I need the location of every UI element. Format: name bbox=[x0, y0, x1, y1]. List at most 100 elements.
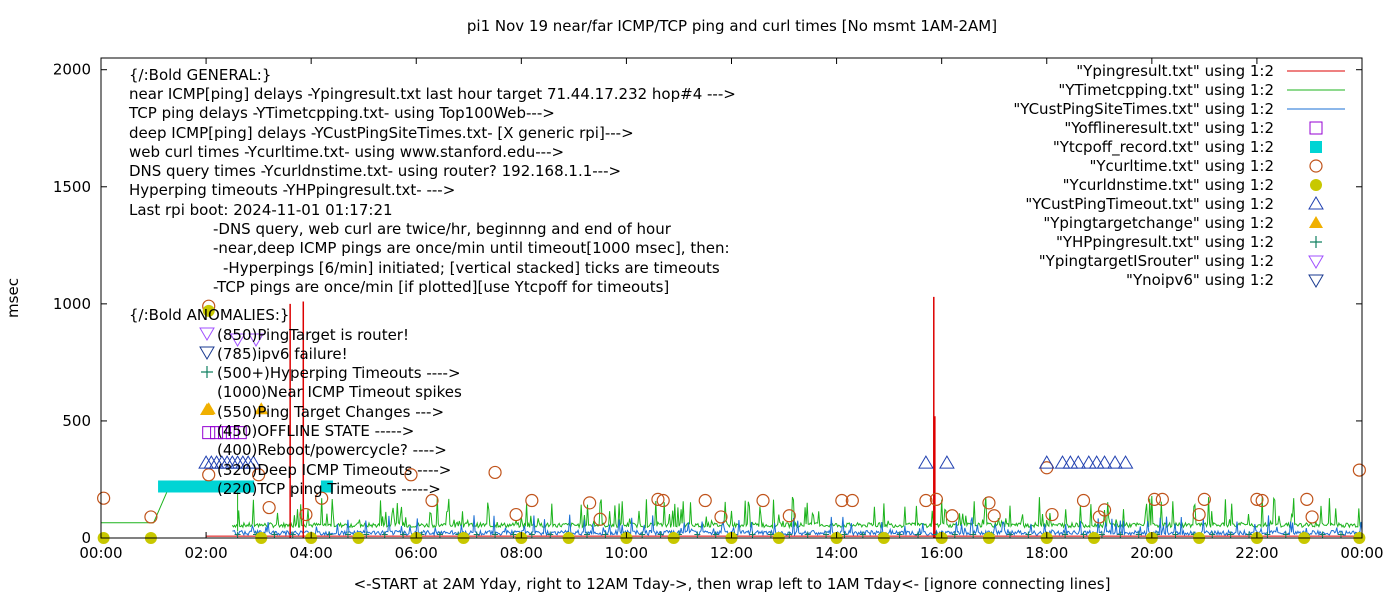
data-point bbox=[315, 491, 329, 505]
data-point bbox=[217, 426, 231, 440]
hyperping-mark bbox=[547, 531, 554, 538]
annotation-text: (320)Deep ICMP Timeouts ----> bbox=[217, 461, 451, 479]
data-point bbox=[144, 510, 158, 524]
legend-label: "Ynoipv6" using 1:2 bbox=[1126, 271, 1274, 289]
y-tick-label: 1000 bbox=[53, 295, 91, 313]
hyperping-mark bbox=[767, 531, 774, 538]
data-point bbox=[714, 510, 728, 524]
x-tick-label: 00:00 bbox=[79, 544, 122, 562]
legend-symbol bbox=[1308, 196, 1324, 210]
data-point bbox=[1107, 455, 1123, 469]
hyperping-mark bbox=[823, 531, 830, 538]
data-point bbox=[698, 493, 712, 508]
data-point bbox=[202, 468, 216, 482]
data-point bbox=[189, 480, 202, 493]
data-point bbox=[225, 426, 239, 440]
y-tick-label: 500 bbox=[62, 412, 91, 430]
data-point bbox=[1255, 493, 1269, 508]
data-point bbox=[210, 426, 224, 440]
hyperping-mark bbox=[1337, 531, 1344, 538]
hyperping-mark bbox=[951, 531, 958, 538]
x-tick-label: 10:00 bbox=[605, 544, 648, 562]
data-point bbox=[835, 493, 849, 508]
data-point bbox=[229, 333, 246, 347]
legend-label: "YCustPingTimeout.txt" using 1:2 bbox=[1025, 195, 1274, 213]
hyperping-mark bbox=[1117, 531, 1124, 538]
data-point bbox=[656, 493, 670, 508]
data-point bbox=[525, 493, 539, 508]
hyperping-mark bbox=[1025, 531, 1032, 538]
data-point bbox=[1192, 507, 1206, 522]
y-tick-label: 1500 bbox=[53, 178, 91, 196]
hyperping-mark bbox=[639, 531, 646, 538]
legend-symbol bbox=[1308, 255, 1324, 269]
annotation-symbol bbox=[199, 346, 215, 360]
hyperping-mark bbox=[326, 531, 333, 538]
data-point bbox=[651, 492, 665, 506]
annotation-text: -DNS query, web curl are twice/hr, begin… bbox=[213, 220, 672, 238]
data-point bbox=[1197, 492, 1211, 506]
data-point bbox=[1070, 455, 1087, 469]
hyperping-mark bbox=[602, 531, 609, 538]
legend-label: "Ycurltime.txt" using 1:2 bbox=[1089, 157, 1274, 175]
hyperping-mark bbox=[1319, 531, 1326, 538]
legend-symbol bbox=[1310, 141, 1322, 153]
annotation-text: near ICMP[ping] delays -Ypingresult.txt … bbox=[129, 85, 736, 103]
data-point bbox=[845, 493, 859, 508]
data-point bbox=[1300, 492, 1314, 506]
legend-symbol bbox=[1309, 216, 1323, 228]
data-point bbox=[210, 480, 223, 493]
annotation-text: deep ICMP[ping] delays -YCustPingSiteTim… bbox=[129, 124, 634, 142]
data-point bbox=[593, 512, 607, 526]
annotation-text: {/:Bold GENERAL:} bbox=[129, 66, 271, 84]
data-point bbox=[1045, 507, 1059, 522]
legend-symbol bbox=[1308, 274, 1324, 288]
hyperping-mark bbox=[1209, 531, 1216, 538]
data-point bbox=[982, 496, 996, 510]
annotation-text: {/:Bold ANOMALIES:} bbox=[129, 306, 289, 324]
hyperping-mark bbox=[694, 531, 701, 538]
hyperping-mark bbox=[1172, 531, 1179, 538]
data-point bbox=[1076, 493, 1091, 508]
hyperping-mark bbox=[436, 531, 443, 538]
annotation-text: -Hyperpings [6/min] initiated; [vertical… bbox=[223, 259, 720, 277]
annotation-text: (450)OFFLINE STATE -----> bbox=[217, 422, 414, 440]
annotation-text: (400)Reboot/powercycle? ----> bbox=[217, 441, 447, 459]
hyperping-mark bbox=[584, 531, 591, 538]
data-point bbox=[987, 509, 1001, 523]
annotation-text: DNS query times -Ycurldnstime.txt- using… bbox=[129, 162, 621, 180]
data-point bbox=[252, 468, 266, 482]
data-point bbox=[1250, 492, 1264, 506]
data-point bbox=[1147, 492, 1162, 506]
chart-title: pi1 Nov 19 near/far ICMP/TCP ping and cu… bbox=[467, 17, 997, 35]
hyperping-mark bbox=[492, 531, 499, 538]
hyperping-mark bbox=[363, 531, 370, 538]
data-point bbox=[202, 426, 216, 440]
data-point bbox=[320, 480, 333, 493]
hyperping-mark bbox=[1062, 531, 1069, 538]
data-point bbox=[254, 402, 269, 415]
data-point bbox=[1155, 492, 1169, 506]
x-tick-label: 02:00 bbox=[184, 544, 227, 562]
hyperping-mark bbox=[271, 531, 278, 538]
hyperping-mark bbox=[1135, 531, 1142, 538]
annotation-text: Hyperping timeouts -YHPpingresult.txt- -… bbox=[129, 181, 455, 199]
legend-label: "Ypingresult.txt" using 1:2 bbox=[1076, 62, 1274, 80]
data-point bbox=[918, 455, 934, 469]
data-point bbox=[158, 480, 171, 493]
data-point bbox=[1117, 455, 1134, 469]
legend-label: "Ypingtargetchange" using 1:2 bbox=[1043, 214, 1274, 232]
legend: "Ypingresult.txt" using 1:2"YTimetcpping… bbox=[1013, 62, 1345, 289]
data-point bbox=[1305, 510, 1319, 524]
legend-label: "YHPpingresult.txt" using 1:2 bbox=[1056, 233, 1274, 251]
hyperping-mark bbox=[712, 531, 719, 538]
data-point bbox=[488, 465, 502, 480]
data-point bbox=[1097, 503, 1112, 517]
hyperping-mark bbox=[1098, 531, 1105, 538]
legend-label: "YTimetcpping.txt" using 1:2 bbox=[1058, 81, 1274, 99]
data-point bbox=[1096, 455, 1113, 469]
annotation-text: web curl times -Ycurltime.txt- using www… bbox=[129, 143, 564, 161]
annotation-symbol bbox=[200, 403, 214, 415]
data-point bbox=[299, 507, 313, 522]
